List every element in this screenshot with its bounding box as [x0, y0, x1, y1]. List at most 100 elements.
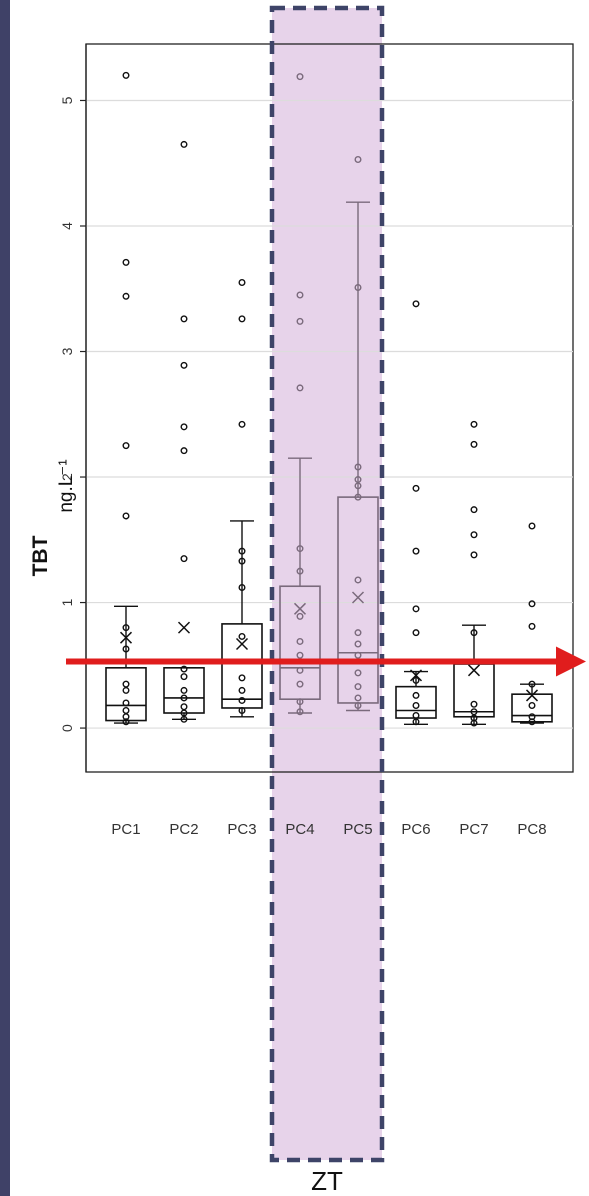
- data-point: [412, 691, 420, 699]
- data-point: [354, 694, 362, 702]
- x-tick-label: PC6: [401, 821, 430, 838]
- box-iqr: [105, 667, 147, 722]
- data-point: [238, 686, 246, 694]
- data-point: [122, 680, 130, 688]
- data-point: [238, 278, 246, 286]
- data-point: [296, 612, 304, 620]
- data-point: [470, 531, 478, 539]
- data-point: [238, 632, 246, 640]
- data-point: [122, 512, 130, 520]
- data-point: [122, 258, 130, 266]
- data-point: [238, 420, 246, 428]
- data-point: [412, 629, 420, 637]
- data-point: [354, 701, 362, 709]
- data-point: [296, 545, 304, 553]
- data-point: [354, 482, 362, 490]
- y-axis-title: TBT: [29, 535, 52, 576]
- x-tick-label: PC3: [227, 821, 256, 838]
- data-point: [180, 686, 188, 694]
- data-point: [238, 696, 246, 704]
- box-pc6: [395, 300, 437, 726]
- box-iqr: [511, 693, 553, 723]
- x-axis: PC1 PC2 PC3 PC4 PC5 PC6 PC7 PC8: [111, 821, 546, 838]
- data-point: [296, 384, 304, 392]
- data-point: [296, 666, 304, 674]
- data-point: [470, 440, 478, 448]
- data-point: [238, 547, 246, 555]
- data-point: [470, 719, 478, 727]
- y-axis-unit: ng.L⁻¹: [56, 459, 77, 512]
- threshold-arrowhead: [556, 646, 586, 677]
- x-tick-label: PC5: [343, 821, 372, 838]
- data-point: [296, 291, 304, 299]
- data-point: [470, 551, 478, 559]
- data-point: [412, 547, 420, 555]
- data-point: [122, 71, 130, 79]
- data-point: [296, 567, 304, 575]
- data-point: [180, 703, 188, 711]
- y-tick-label: 1: [59, 598, 75, 606]
- data-point: [528, 600, 536, 608]
- data-point: [528, 701, 536, 709]
- threshold-arrow: [66, 646, 586, 677]
- data-point: [412, 300, 420, 308]
- data-point: [122, 624, 130, 632]
- mean-marker: [119, 631, 133, 644]
- y-tick-label: 4: [59, 222, 75, 230]
- box-pc2: [163, 140, 205, 723]
- left-frame-bar: [0, 0, 10, 1196]
- zt-highlight-border: [269, 5, 385, 1163]
- data-point: [354, 284, 362, 292]
- data-point: [180, 555, 188, 563]
- y-axis: 0 1 2 3 4 5: [59, 44, 87, 772]
- data-point: [296, 637, 304, 645]
- box-pc3: [221, 278, 263, 718]
- data-point: [354, 463, 362, 471]
- zt-highlight-region: [272, 8, 382, 1160]
- box-pc5: [337, 155, 379, 712]
- mean-marker: [525, 689, 539, 702]
- data-point: [296, 698, 304, 706]
- data-point: [180, 140, 188, 148]
- data-point: [296, 680, 304, 688]
- data-point: [296, 651, 304, 659]
- data-point: [528, 522, 536, 530]
- data-point: [528, 622, 536, 630]
- data-point: [528, 718, 536, 726]
- data-point: [470, 700, 478, 708]
- data-point: [238, 706, 246, 714]
- box-pc1: [105, 71, 147, 726]
- y-tick-label: 3: [59, 347, 75, 355]
- data-point: [354, 629, 362, 637]
- x-tick-label: PC7: [459, 821, 488, 838]
- box-pc4: [279, 73, 321, 716]
- data-point: [122, 686, 130, 694]
- data-point: [180, 694, 188, 702]
- data-point: [180, 423, 188, 431]
- x-tick-label: PC1: [111, 821, 140, 838]
- data-point: [412, 718, 420, 726]
- data-point: [180, 715, 188, 723]
- box-iqr: [163, 667, 205, 714]
- data-point: [122, 718, 130, 726]
- data-point: [180, 315, 188, 323]
- data-point: [470, 420, 478, 428]
- mean-marker: [351, 591, 365, 604]
- data-point: [238, 557, 246, 565]
- data-point: [412, 484, 420, 492]
- data-point: [470, 506, 478, 514]
- data-point: [354, 683, 362, 691]
- data-point: [354, 576, 362, 584]
- data-point: [296, 317, 304, 325]
- x-tick-label: PC8: [517, 821, 546, 838]
- data-point: [180, 361, 188, 369]
- data-point: [296, 73, 304, 81]
- data-point: [238, 583, 246, 591]
- data-point: [354, 669, 362, 677]
- box-iqr: [221, 623, 263, 709]
- data-point: [354, 651, 362, 659]
- data-point: [412, 605, 420, 613]
- data-point: [122, 645, 130, 653]
- data-point: [180, 673, 188, 681]
